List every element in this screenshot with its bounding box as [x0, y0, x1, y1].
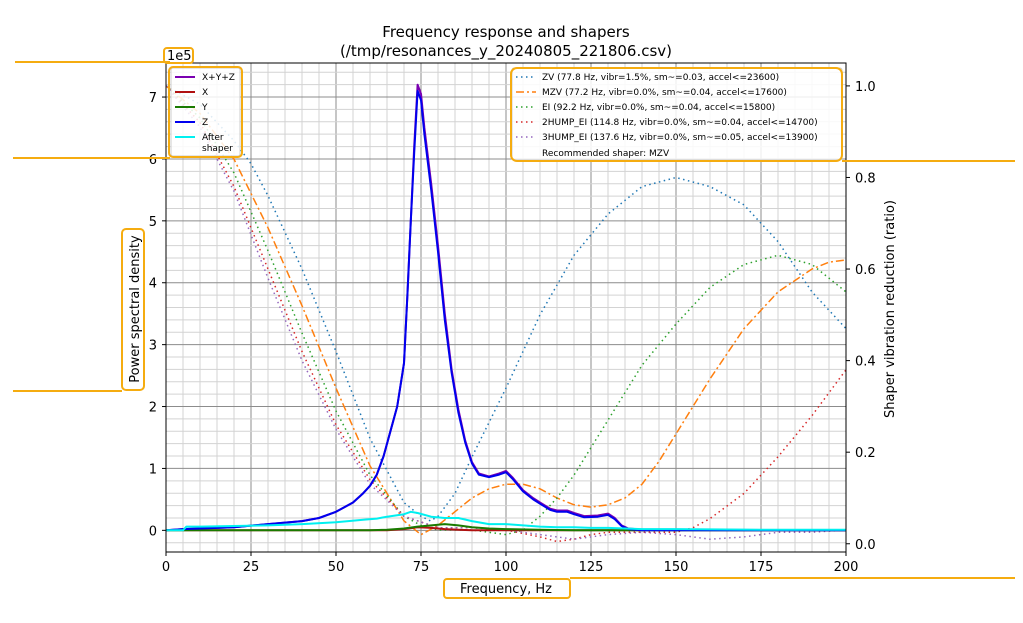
x-tick-label: 25	[243, 560, 260, 575]
x-tick-label: 150	[664, 560, 689, 575]
y-tick-label: 5	[149, 215, 157, 230]
legend-label: After shaper	[202, 133, 233, 154]
x-tick-label: 200	[834, 560, 859, 575]
series-layer	[165, 83, 847, 543]
y-tick-label: 6	[149, 153, 157, 168]
legend-right: Recommended shaper: MZV ZV (77.8 Hz, vib…	[511, 67, 843, 161]
x-tick-label: 125	[579, 560, 604, 575]
chart-subtitle: (/tmp/resonances_y_20240805_221806.csv)	[340, 42, 672, 61]
x-axis-ticks: 0 25 50 75 100 125 150 175 200	[162, 552, 859, 575]
y-tick-label: 4	[149, 277, 157, 292]
annotation-overlay	[13, 47, 1015, 599]
y2-axis-label: Shaper vibration reduction (ratio)	[883, 200, 898, 418]
legend-label: MZV (77.2 Hz, vibr=0.0%, sm~=0.04, accel…	[542, 88, 787, 98]
legend-label: Z	[202, 118, 208, 128]
legend-label: 3HUMP_EI (137.6 Hz, vibr=0.0%, sm~=0.05,…	[542, 133, 818, 143]
shaper-series-line	[165, 85, 847, 536]
y2-tick-label: 0.6	[855, 263, 876, 278]
x-tick-label: 175	[749, 560, 774, 575]
x-tick-label: 75	[413, 560, 430, 575]
y2-tick-label: 0.8	[855, 171, 876, 186]
y-axis-ticks: 0 1 2 3 4 5 6 7	[149, 91, 166, 539]
x-tick-label: 50	[328, 560, 345, 575]
shaper-series-line	[165, 85, 847, 543]
x-axis-label: Frequency, Hz	[460, 582, 552, 597]
x-tick-label: 100	[494, 560, 519, 575]
y2-tick-label: 0.2	[855, 446, 876, 461]
y-offset-text: 1e5	[167, 49, 192, 64]
y2-axis-ticks: 0.0 0.2 0.4 0.6 0.8 1.0	[846, 80, 876, 553]
y-axis-label: Power spectral density	[128, 235, 143, 383]
x-tick-label: 0	[162, 560, 170, 575]
legend-label: EI (92.2 Hz, vibr=0.0%, sm~=0.04, accel<…	[542, 103, 775, 113]
psd-series-line	[166, 523, 846, 532]
legend-left: X+Y+Z XYZ After shaper	[170, 67, 241, 157]
y-tick-label: 7	[149, 91, 157, 106]
y2-tick-label: 0.0	[855, 538, 876, 553]
legend-label: Y	[201, 103, 208, 113]
y-tick-label: 3	[149, 339, 157, 354]
legend-label: ZV (77.8 Hz, vibr=1.5%, sm~=0.03, accel<…	[542, 73, 779, 83]
legend-label: X+Y+Z	[202, 73, 235, 83]
y-tick-label: 0	[149, 524, 157, 539]
y2-tick-label: 1.0	[855, 80, 876, 95]
recommended-shaper-text: Recommended shaper: MZV	[542, 149, 670, 159]
legend-label: 2HUMP_EI (114.8 Hz, vibr=0.0%, sm~=0.04,…	[542, 118, 818, 128]
y-tick-label: 1	[149, 462, 157, 477]
y-tick-label: 2	[149, 401, 157, 416]
legend-label: X	[202, 88, 208, 98]
y2-tick-label: 0.4	[855, 355, 876, 370]
psd-series-line	[165, 89, 846, 532]
psd-series-line	[166, 510, 846, 532]
chart-title: Frequency response and shapers	[382, 23, 630, 41]
